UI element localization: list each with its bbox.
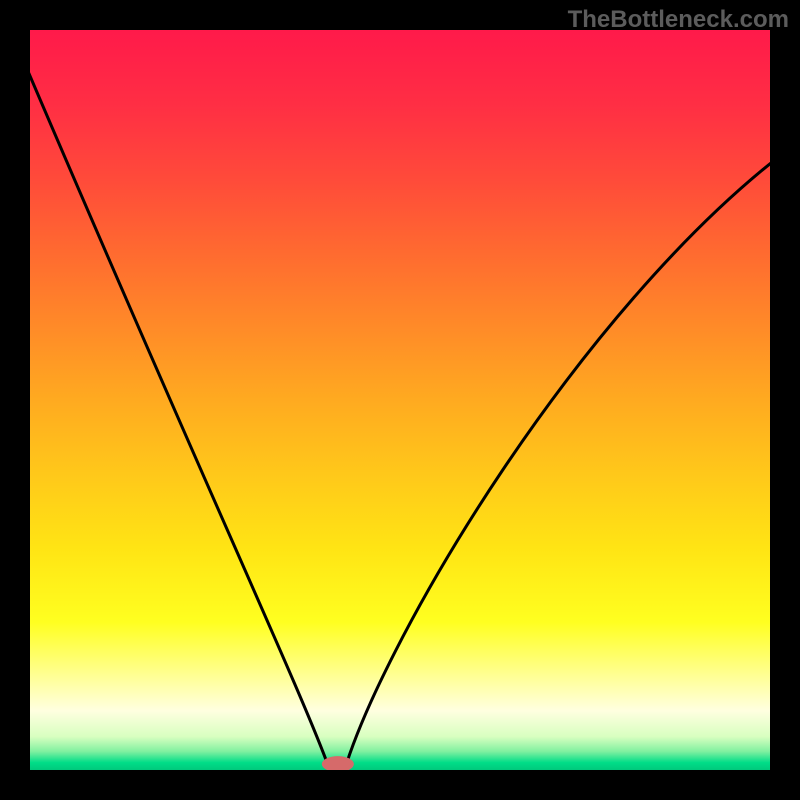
minimum-marker — [30, 30, 770, 770]
chart-frame: TheBottleneck.com — [0, 0, 800, 800]
plot-area — [30, 30, 770, 770]
watermark-text: TheBottleneck.com — [568, 6, 789, 34]
